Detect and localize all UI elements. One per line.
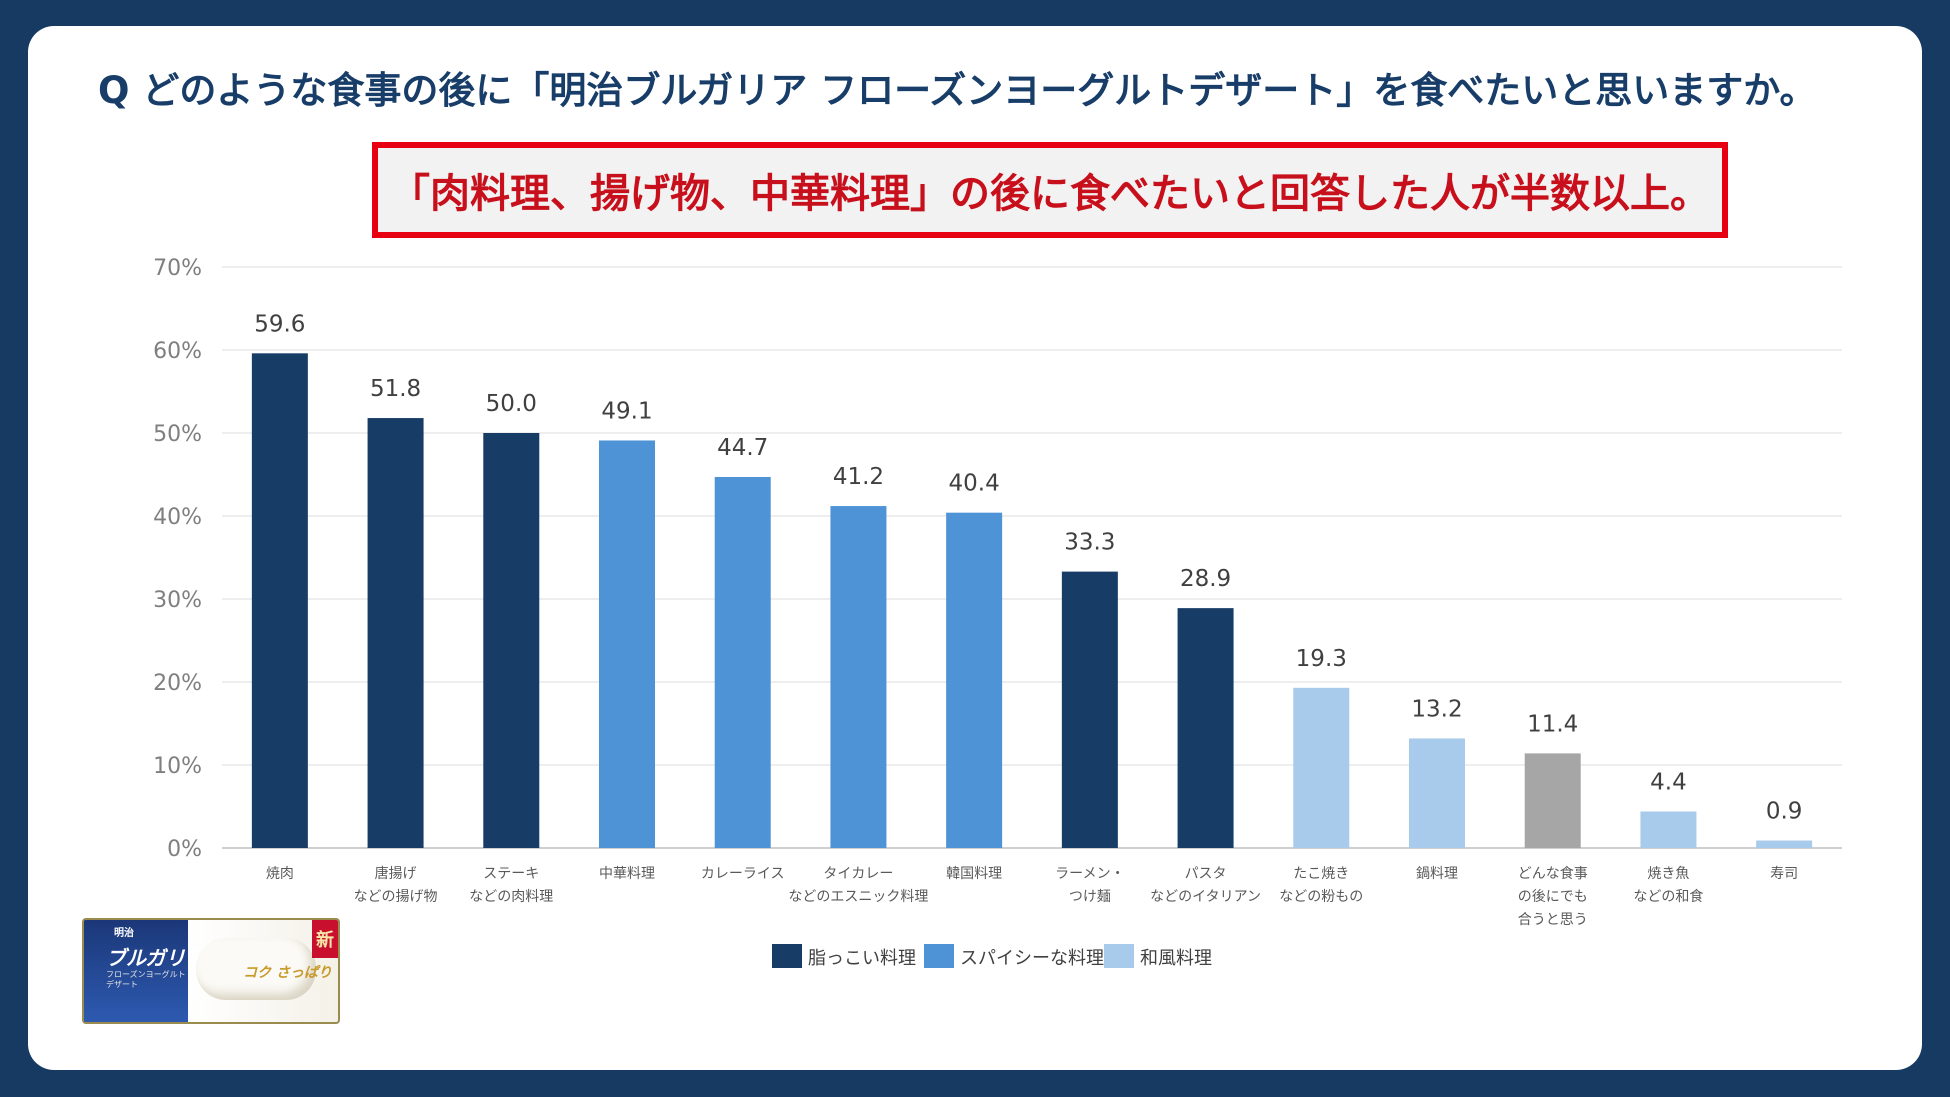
bar: [830, 506, 887, 848]
bar: [483, 433, 540, 848]
x-tick-label: 焼き魚: [1647, 866, 1689, 882]
x-tick-label: などの和食: [1633, 888, 1703, 905]
legend-label: 脂っこい料理: [808, 948, 916, 969]
data-label: 51.8: [370, 376, 421, 402]
question-title: Q どのような食事の後に「明治ブルガリア フローズンヨーグルトデザート」を食べた…: [98, 69, 1817, 112]
x-tick-label: 唐揚げ: [375, 865, 417, 882]
y-tick-label: 70%: [153, 256, 202, 281]
x-tick-label: の後にでも: [1518, 889, 1588, 905]
data-label: 50.0: [486, 391, 537, 417]
legend-swatch: [1104, 944, 1134, 968]
bar: [946, 512, 1003, 848]
data-label: 33.3: [1064, 530, 1115, 556]
bar: [1524, 753, 1581, 848]
bar: [1061, 571, 1118, 848]
x-tick-label: 寿司: [1770, 865, 1798, 882]
ice-bar-illustration: [196, 938, 316, 1000]
bar: [714, 476, 771, 848]
x-tick-label: 合うと思う: [1518, 912, 1588, 928]
data-label: 44.7: [717, 435, 768, 461]
x-tick-label: 鍋料理: [1416, 866, 1458, 882]
bar: [1293, 687, 1350, 848]
x-tick-label: ステーキ: [483, 866, 539, 882]
data-label: 13.2: [1411, 696, 1462, 722]
x-tick-label: ラーメン・: [1055, 866, 1124, 882]
x-tick-label: たこ焼き: [1293, 866, 1349, 882]
data-label: 59.6: [254, 311, 305, 337]
data-label: 40.4: [949, 471, 1000, 497]
y-tick-label: 10%: [153, 754, 202, 779]
data-label: 28.9: [1180, 566, 1231, 592]
package-subtitle: フローズンヨーグルトデザート: [106, 970, 186, 989]
package-brand: ブルガリア: [106, 946, 206, 970]
x-tick-label: などのエスニック料理: [788, 889, 928, 905]
x-tick-label: どんな食事: [1518, 865, 1588, 882]
bar: [1409, 738, 1465, 848]
x-tick-label: パスタ: [1185, 866, 1227, 882]
data-label: 11.4: [1527, 711, 1578, 737]
y-tick-label: 50%: [153, 422, 202, 447]
x-tick-label: などの肉料理: [469, 889, 553, 905]
legend-swatch: [772, 944, 802, 968]
legend-swatch: [924, 944, 954, 968]
package-maker: 明治: [114, 928, 134, 939]
data-label: 49.1: [601, 398, 652, 424]
data-label: 19.3: [1296, 646, 1347, 672]
legend-label: 和風料理: [1140, 948, 1212, 969]
y-tick-label: 20%: [153, 671, 202, 696]
x-tick-label: などのイタリアン: [1150, 889, 1261, 905]
y-tick-label: 0%: [167, 837, 202, 862]
bar: [1756, 840, 1813, 848]
bar: [251, 353, 308, 848]
legend-label: スパイシーな料理: [960, 948, 1104, 969]
x-tick-label: 焼肉: [266, 866, 294, 882]
package-new-badge: 新: [312, 920, 338, 958]
x-tick-label: などの揚げ物: [354, 888, 438, 905]
y-tick-label: 60%: [153, 339, 202, 364]
y-tick-label: 30%: [153, 588, 202, 613]
package-brand-band: [84, 920, 188, 1022]
x-tick-label: 韓国料理: [946, 866, 1002, 882]
x-tick-label: カレーライス: [701, 866, 785, 882]
bar: [1640, 811, 1697, 848]
data-label: 4.4: [1650, 769, 1687, 795]
x-tick-label: 中華料理: [599, 866, 655, 882]
x-tick-label: タイカレー: [823, 866, 893, 882]
bar: [367, 418, 424, 848]
x-tick-label: などの粉もの: [1279, 889, 1363, 905]
x-tick-label: つけ麺: [1069, 889, 1111, 905]
data-label: 41.2: [833, 464, 884, 490]
product-package-image: 明治 ブルガリア フローズンヨーグルトデザート 新 コク さっぱり: [82, 918, 340, 1024]
highlight-callout: 「肉料理、揚げ物、中華料理」の後に食べたいと回答した人が半数以上。: [372, 142, 1728, 238]
bar: [599, 440, 655, 848]
bar: [1177, 608, 1234, 848]
y-tick-label: 40%: [153, 505, 202, 530]
package-copy: コク さっぱり: [243, 965, 332, 981]
data-label: 0.9: [1766, 799, 1803, 825]
